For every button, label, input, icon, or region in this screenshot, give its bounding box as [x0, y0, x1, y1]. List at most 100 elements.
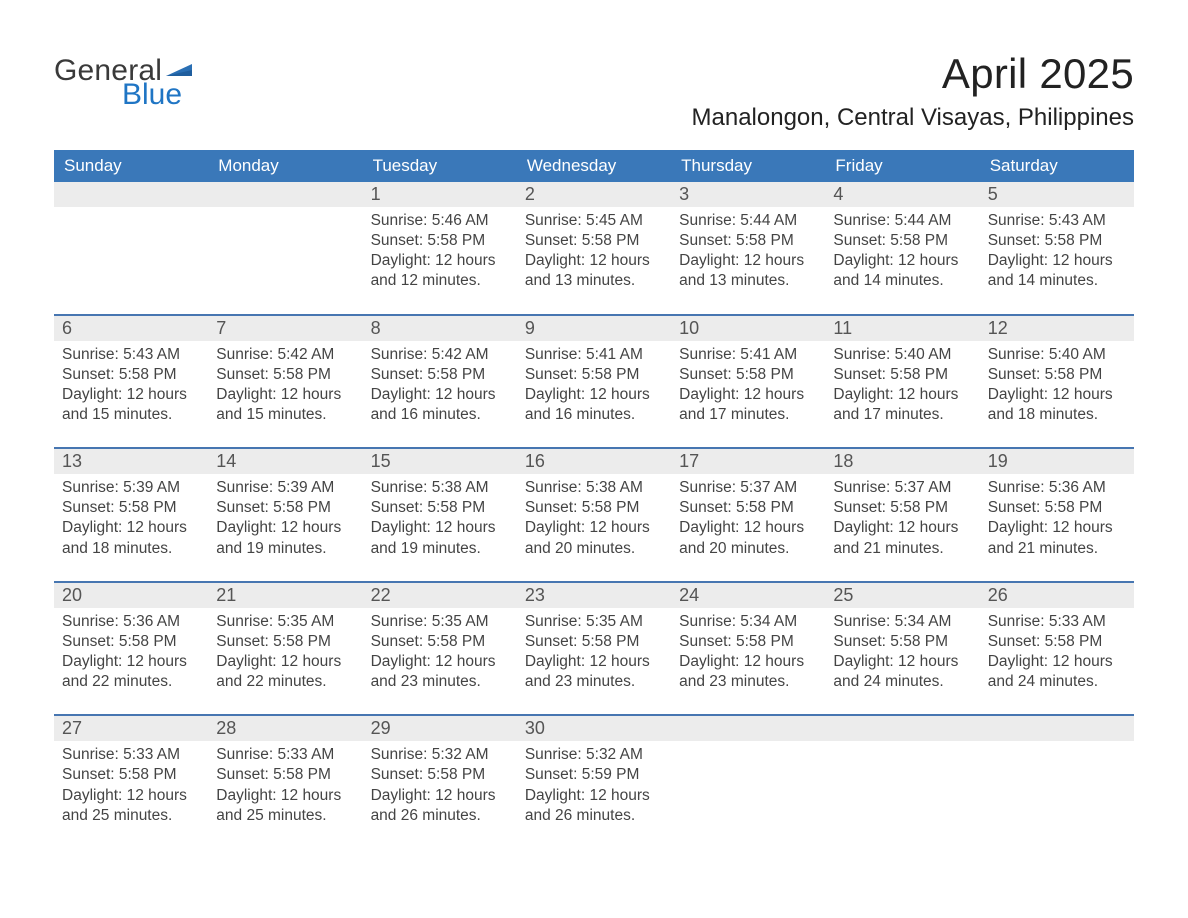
calendar-week: 13141516171819Sunrise: 5:39 AMSunset: 5:… [54, 447, 1134, 581]
day-number: 24 [671, 583, 825, 608]
day-cell: Sunrise: 5:44 AMSunset: 5:58 PMDaylight:… [671, 207, 825, 298]
sunrise-text: Sunrise: 5:32 AM [525, 745, 663, 765]
daylight-text: Daylight: 12 hours and 14 minutes. [988, 251, 1126, 291]
sunrise-text: Sunrise: 5:33 AM [216, 745, 354, 765]
sunrise-text: Sunrise: 5:36 AM [988, 478, 1126, 498]
day-number: 30 [517, 716, 671, 741]
sunrise-text: Sunrise: 5:38 AM [371, 478, 509, 498]
day-number: 12 [980, 316, 1134, 341]
daylight-text: Daylight: 12 hours and 13 minutes. [525, 251, 663, 291]
day-cell: Sunrise: 5:42 AMSunset: 5:58 PMDaylight:… [208, 341, 362, 432]
sunset-text: Sunset: 5:58 PM [525, 498, 663, 518]
day-number: 23 [517, 583, 671, 608]
day-cell: Sunrise: 5:39 AMSunset: 5:58 PMDaylight:… [54, 474, 208, 565]
day-cell: Sunrise: 5:33 AMSunset: 5:58 PMDaylight:… [980, 608, 1134, 699]
day-cell: Sunrise: 5:34 AMSunset: 5:58 PMDaylight:… [671, 608, 825, 699]
daylight-text: Daylight: 12 hours and 18 minutes. [62, 518, 200, 558]
daylight-text: Daylight: 12 hours and 24 minutes. [988, 652, 1126, 692]
dow-monday: Monday [208, 150, 362, 182]
day-number-row: 6789101112 [54, 316, 1134, 341]
sunrise-text: Sunrise: 5:35 AM [371, 612, 509, 632]
weeks-container: 12345Sunrise: 5:46 AMSunset: 5:58 PMDayl… [54, 182, 1134, 848]
sunrise-text: Sunrise: 5:34 AM [833, 612, 971, 632]
sunset-text: Sunset: 5:58 PM [62, 632, 200, 652]
daylight-text: Daylight: 12 hours and 17 minutes. [833, 385, 971, 425]
sunrise-text: Sunrise: 5:45 AM [525, 211, 663, 231]
daylight-text: Daylight: 12 hours and 23 minutes. [371, 652, 509, 692]
day-number-row: 20212223242526 [54, 583, 1134, 608]
daylight-text: Daylight: 12 hours and 18 minutes. [988, 385, 1126, 425]
daylight-text: Daylight: 12 hours and 21 minutes. [988, 518, 1126, 558]
sunrise-text: Sunrise: 5:35 AM [525, 612, 663, 632]
calendar-grid: Sunday Monday Tuesday Wednesday Thursday… [54, 150, 1134, 848]
day-cell: Sunrise: 5:35 AMSunset: 5:58 PMDaylight:… [208, 608, 362, 699]
daylight-text: Daylight: 12 hours and 19 minutes. [371, 518, 509, 558]
day-cell: Sunrise: 5:40 AMSunset: 5:58 PMDaylight:… [825, 341, 979, 432]
day-number: 29 [363, 716, 517, 741]
day-number: 6 [54, 316, 208, 341]
day-cell: Sunrise: 5:32 AMSunset: 5:58 PMDaylight:… [363, 741, 517, 832]
sunrise-text: Sunrise: 5:41 AM [525, 345, 663, 365]
day-cell: Sunrise: 5:38 AMSunset: 5:58 PMDaylight:… [363, 474, 517, 565]
daylight-text: Daylight: 12 hours and 25 minutes. [62, 786, 200, 826]
sunset-text: Sunset: 5:59 PM [525, 765, 663, 785]
daylight-text: Daylight: 12 hours and 22 minutes. [62, 652, 200, 692]
day-number: 28 [208, 716, 362, 741]
daylight-text: Daylight: 12 hours and 26 minutes. [371, 786, 509, 826]
dow-saturday: Saturday [980, 150, 1134, 182]
day-cell: Sunrise: 5:35 AMSunset: 5:58 PMDaylight:… [363, 608, 517, 699]
dow-wednesday: Wednesday [517, 150, 671, 182]
month-title: April 2025 [692, 50, 1135, 98]
sunset-text: Sunset: 5:58 PM [371, 231, 509, 251]
day-cell [54, 207, 208, 298]
sunset-text: Sunset: 5:58 PM [62, 765, 200, 785]
sunset-text: Sunset: 5:58 PM [988, 632, 1126, 652]
sunrise-text: Sunrise: 5:37 AM [833, 478, 971, 498]
daylight-text: Daylight: 12 hours and 15 minutes. [216, 385, 354, 425]
day-cell: Sunrise: 5:32 AMSunset: 5:59 PMDaylight:… [517, 741, 671, 832]
sunset-text: Sunset: 5:58 PM [679, 365, 817, 385]
daylight-text: Daylight: 12 hours and 25 minutes. [216, 786, 354, 826]
sunrise-text: Sunrise: 5:44 AM [679, 211, 817, 231]
dow-thursday: Thursday [671, 150, 825, 182]
sunset-text: Sunset: 5:58 PM [679, 231, 817, 251]
day-content-row: Sunrise: 5:36 AMSunset: 5:58 PMDaylight:… [54, 608, 1134, 715]
day-number: 20 [54, 583, 208, 608]
day-cell: Sunrise: 5:37 AMSunset: 5:58 PMDaylight:… [671, 474, 825, 565]
day-number: 7 [208, 316, 362, 341]
day-cell: Sunrise: 5:42 AMSunset: 5:58 PMDaylight:… [363, 341, 517, 432]
brand-word-2: Blue [122, 80, 192, 110]
day-cell: Sunrise: 5:36 AMSunset: 5:58 PMDaylight:… [54, 608, 208, 699]
sunset-text: Sunset: 5:58 PM [371, 365, 509, 385]
sunset-text: Sunset: 5:58 PM [833, 632, 971, 652]
day-number [54, 182, 208, 207]
day-number: 5 [980, 182, 1134, 207]
sunrise-text: Sunrise: 5:43 AM [62, 345, 200, 365]
sunrise-text: Sunrise: 5:37 AM [679, 478, 817, 498]
day-number: 3 [671, 182, 825, 207]
brand-logo: General Blue [54, 46, 192, 110]
daylight-text: Daylight: 12 hours and 26 minutes. [525, 786, 663, 826]
day-number: 15 [363, 449, 517, 474]
sunset-text: Sunset: 5:58 PM [525, 365, 663, 385]
day-cell: Sunrise: 5:33 AMSunset: 5:58 PMDaylight:… [208, 741, 362, 832]
daylight-text: Daylight: 12 hours and 17 minutes. [679, 385, 817, 425]
sunrise-text: Sunrise: 5:39 AM [62, 478, 200, 498]
day-number: 25 [825, 583, 979, 608]
sunrise-text: Sunrise: 5:33 AM [988, 612, 1126, 632]
day-number: 11 [825, 316, 979, 341]
sunset-text: Sunset: 5:58 PM [216, 632, 354, 652]
day-number-row: 13141516171819 [54, 449, 1134, 474]
sunset-text: Sunset: 5:58 PM [679, 632, 817, 652]
day-number: 27 [54, 716, 208, 741]
day-number: 16 [517, 449, 671, 474]
daylight-text: Daylight: 12 hours and 15 minutes. [62, 385, 200, 425]
sunrise-text: Sunrise: 5:44 AM [833, 211, 971, 231]
sunset-text: Sunset: 5:58 PM [216, 498, 354, 518]
sunset-text: Sunset: 5:58 PM [371, 765, 509, 785]
day-cell: Sunrise: 5:38 AMSunset: 5:58 PMDaylight:… [517, 474, 671, 565]
sunset-text: Sunset: 5:58 PM [988, 498, 1126, 518]
day-content-row: Sunrise: 5:33 AMSunset: 5:58 PMDaylight:… [54, 741, 1134, 848]
sunset-text: Sunset: 5:58 PM [62, 365, 200, 385]
sunrise-text: Sunrise: 5:34 AM [679, 612, 817, 632]
